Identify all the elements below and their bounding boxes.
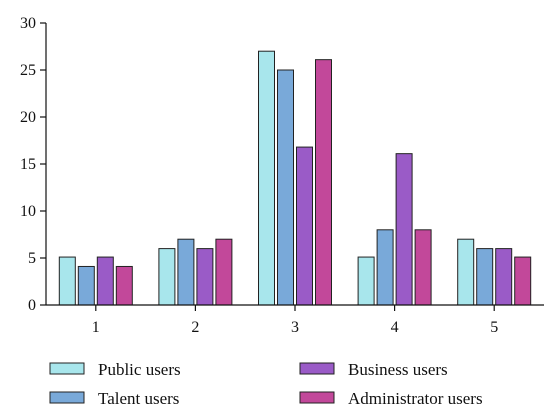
bar-talent-users-3 [277, 69, 294, 306]
y-tick-label: 30 [20, 15, 36, 32]
legend-swatch-business-users [299, 362, 335, 375]
legend-label-public-users: Public users [98, 360, 181, 379]
bar-public-users-5 [457, 238, 475, 306]
bar-business-users-4 [395, 153, 413, 306]
bar-business-users-2 [196, 248, 214, 306]
bar-business-users-1 [96, 256, 114, 306]
bar-business-users-5 [495, 248, 513, 306]
legend-label-business-users: Business users [348, 360, 448, 379]
bar-public-users-4 [357, 256, 375, 306]
bar-talent-users-4 [376, 229, 394, 306]
bar-administrator-users-4 [414, 229, 432, 306]
y-axis-ticks: 0 5 10 15 20 25 30 [20, 15, 46, 314]
bar-public-users-3 [258, 50, 275, 306]
x-tick-label: 2 [191, 319, 199, 336]
bar-talent-users-2 [177, 238, 195, 306]
legend-label-administrator-users: Administrator users [348, 389, 483, 408]
y-tick-label: 20 [20, 109, 36, 126]
bar-administrator-users-3 [315, 59, 332, 306]
x-tick-label: 3 [291, 319, 299, 336]
bar-administrator-users-1 [115, 265, 133, 306]
legend: Public users Talent users Business users Ad… [49, 360, 483, 408]
legend-swatch-administrator-users [299, 391, 335, 404]
bar-talent-users-5 [476, 248, 494, 306]
x-tick-label: 1 [92, 319, 100, 336]
bar-talent-users-1 [77, 265, 95, 306]
y-tick-label: 25 [20, 62, 36, 79]
bar-business-users-3 [296, 146, 313, 306]
bar-administrator-users-5 [514, 256, 532, 306]
legend-swatch-public-users [49, 362, 85, 375]
bar-administrator-users-2 [215, 238, 233, 306]
bar-public-users-1 [58, 256, 76, 306]
legend-label-talent-users: Talent users [98, 389, 179, 408]
y-tick-label: 15 [20, 156, 36, 173]
y-tick-label: 10 [20, 203, 36, 220]
bar-public-users-2 [158, 248, 176, 306]
x-tick-label: 5 [490, 319, 498, 336]
x-tick-label: 4 [391, 319, 399, 336]
y-tick-label: 5 [28, 250, 36, 267]
y-tick-label: 0 [28, 297, 36, 314]
x-axis-ticks: 1 2 3 4 5 [92, 305, 498, 336]
bars [58, 50, 532, 306]
legend-swatch-talent-users [49, 391, 85, 404]
